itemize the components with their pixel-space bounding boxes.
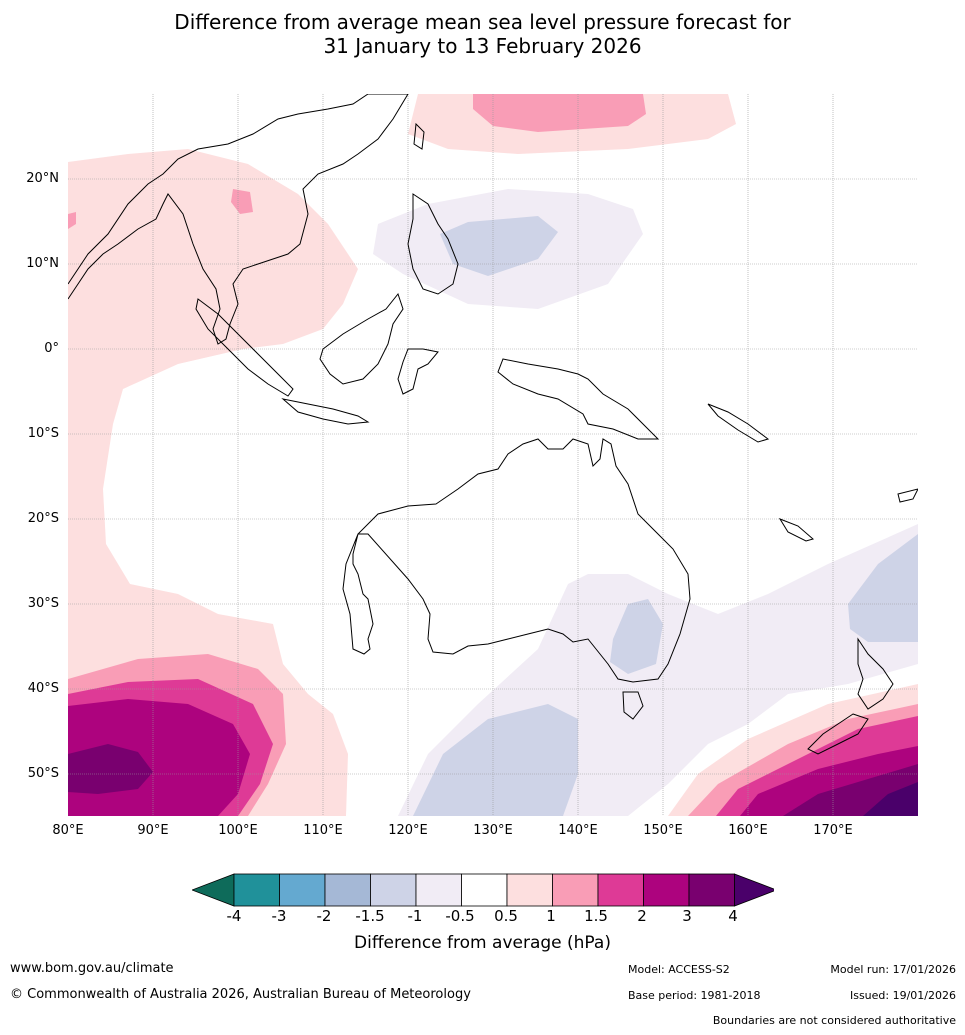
anomaly-region-pink-india	[68, 212, 76, 229]
cb-tick-2: -2	[316, 907, 332, 925]
fiji-coast	[897, 488, 918, 503]
colorbar-swatch	[370, 873, 417, 907]
taiwan-coast	[413, 122, 425, 150]
cb-tick-8: 1.5	[584, 907, 608, 925]
lat-label-50s: 50°S	[27, 766, 59, 781]
tasmania-coast	[622, 691, 644, 720]
cb-tick-7: 1	[546, 907, 556, 925]
australia-coast	[342, 438, 691, 683]
lon-label-160e: 160°E	[728, 823, 768, 838]
colorbar-swatch	[324, 873, 371, 907]
anomaly-region-blue-australia	[610, 599, 663, 674]
lon-label-80e: 80°E	[52, 823, 84, 838]
colorbar-extend-low	[192, 873, 235, 907]
lon-label-170e: 170°E	[813, 823, 853, 838]
lon-label-120e: 120°E	[388, 823, 428, 838]
lon-label-150e: 150°E	[643, 823, 683, 838]
lat-label-30s: 30°S	[27, 596, 59, 611]
footer-issued: Issued: 19/01/2026	[849, 989, 956, 1002]
footer-copyright: © Commonwealth of Australia 2026, Austra…	[10, 987, 471, 1002]
colorbar-swatch	[279, 873, 326, 907]
footer-website[interactable]: www.bom.gov.au/climate	[10, 961, 174, 976]
new-guinea-coast	[497, 358, 660, 440]
anomaly-region-pink-north	[473, 94, 646, 132]
colorbar-swatch	[597, 873, 644, 907]
pressure-anomaly-map	[68, 94, 918, 816]
colorbar-swatch	[461, 873, 508, 907]
colorbar-swatch	[233, 873, 280, 907]
lon-label-140e: 140°E	[558, 823, 598, 838]
lon-label-110e: 110°E	[303, 823, 343, 838]
borneo-coast	[319, 292, 404, 385]
footer-model-run: Model run: 17/01/2026	[830, 963, 956, 976]
colorbar-title: Difference from average (hPa)	[354, 933, 611, 953]
coastlines	[68, 94, 918, 755]
anomaly-shading	[68, 94, 918, 816]
chart-title: Difference from average mean sea level p…	[0, 10, 965, 58]
lat-label-10n: 10°N	[26, 256, 59, 271]
cb-tick-9: 2	[637, 907, 647, 925]
lon-label-100e: 100°E	[218, 823, 258, 838]
lon-label-130e: 130°E	[473, 823, 513, 838]
anomaly-region-positive-se-6	[863, 782, 918, 816]
sulawesi-coast	[397, 348, 439, 395]
philippines-coast	[407, 193, 459, 295]
nz-south-island	[807, 713, 869, 755]
lat-label-40s: 40°S	[27, 681, 59, 696]
nz-north-island	[857, 637, 894, 710]
new-caledonia-coast	[778, 517, 815, 542]
solomon-islands	[707, 403, 770, 443]
lat-label-0: 0°	[44, 341, 59, 356]
colorbar-swatch	[415, 873, 462, 907]
footer-disclaimer: Boundaries are not considered authoritat…	[712, 1014, 956, 1027]
colorbar-swatch	[506, 873, 553, 907]
colorbar	[192, 873, 774, 907]
cb-tick-0: -4	[226, 907, 242, 925]
footer-base-period: Base period: 1981-2018	[628, 989, 761, 1002]
cb-tick-1: -3	[271, 907, 287, 925]
title-line-1: Difference from average mean sea level p…	[174, 10, 791, 34]
cb-tick-10: 3	[682, 907, 692, 925]
cb-tick-3: -1.5	[355, 907, 385, 925]
anomaly-region-positive-west	[68, 149, 358, 816]
colorbar-swatch	[643, 873, 690, 907]
graticule	[68, 94, 918, 816]
footer-model: Model: ACCESS-S2	[628, 963, 730, 976]
anomaly-region-blue-philippines	[440, 216, 558, 276]
sumatra-coast	[195, 298, 294, 397]
colorbar-swatch	[552, 873, 599, 907]
java-coast	[281, 398, 370, 425]
cb-tick-11: 4	[728, 907, 738, 925]
anomaly-region-blue-tasman	[848, 534, 918, 642]
colorbar-swatch	[688, 873, 735, 907]
anomaly-region-pink-indochina	[231, 189, 253, 214]
anomaly-region-blue-southern	[413, 704, 578, 816]
colorbar-extend-high	[734, 873, 774, 907]
cb-tick-4: -1	[407, 907, 423, 925]
lat-label-20s: 20°S	[27, 511, 59, 526]
lat-label-20n: 20°N	[26, 171, 59, 186]
cb-tick-5: -0.5	[445, 907, 475, 925]
lon-label-90e: 90°E	[137, 823, 169, 838]
anomaly-region-positive-sw-4	[68, 744, 153, 794]
lat-label-10s: 10°S	[27, 426, 59, 441]
cb-tick-6: 0.5	[494, 907, 518, 925]
mainland-asia-coast	[68, 94, 409, 345]
title-line-2: 31 January to 13 February 2026	[323, 34, 642, 58]
